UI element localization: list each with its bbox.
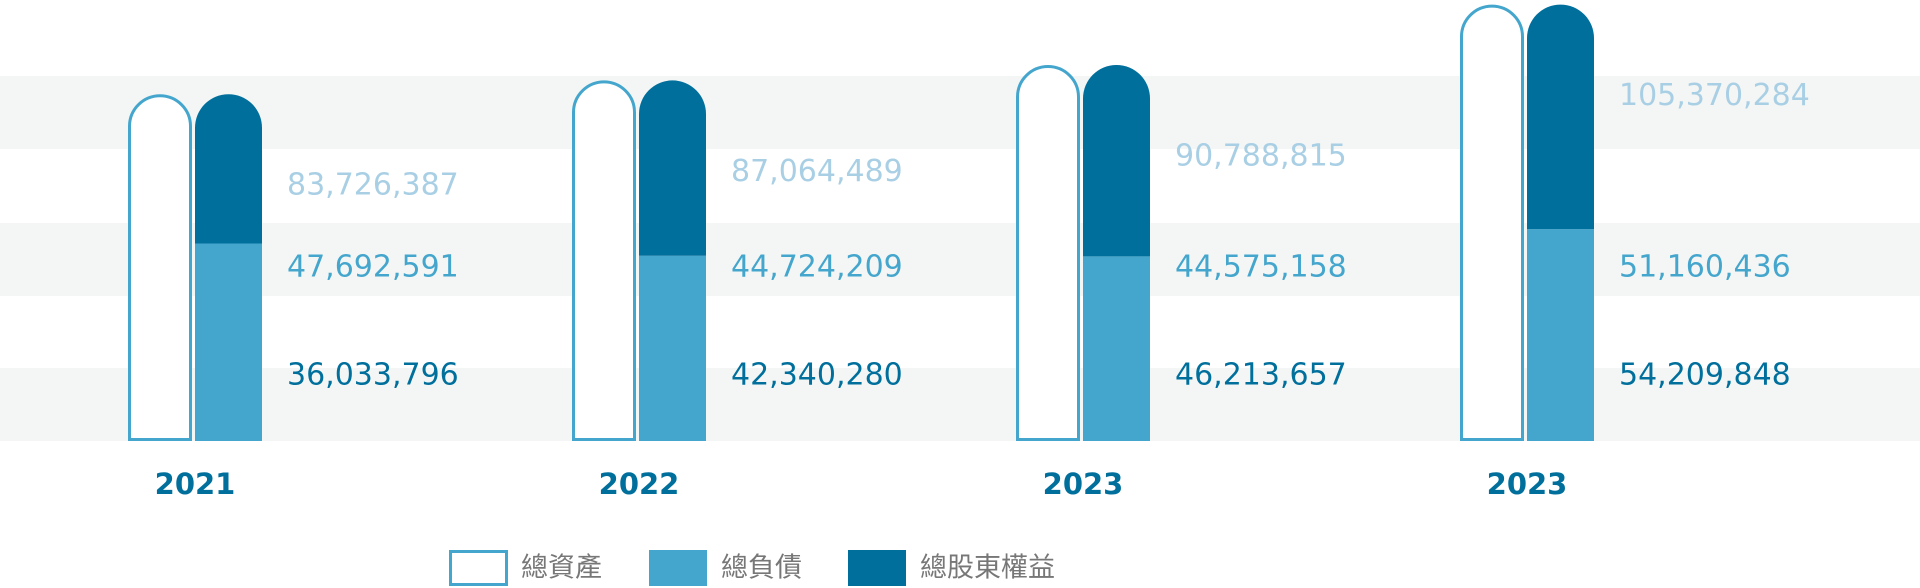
value-label: 90,788,815 [1175,138,1347,173]
value-label: 46,213,657 [1175,358,1347,393]
asset-bar [1016,65,1080,441]
liability-bar [195,243,262,441]
value-label: 54,209,848 [1619,358,1791,393]
value-label: 51,160,436 [1619,250,1791,285]
value-label: 105,370,284 [1619,78,1810,113]
liability-bar [1083,256,1150,441]
value-label: 83,726,387 [287,168,459,203]
legend-label: 總資產 [521,553,602,584]
legend-swatch [649,550,707,586]
equity-bar [195,94,262,244]
asset-bar [1460,4,1524,441]
x-tick-label: 2022 [599,467,680,501]
value-label: 36,033,796 [287,358,459,393]
x-tick-label: 2021 [155,467,236,501]
value-label: 47,692,591 [287,250,459,285]
x-tick-label: 2023 [1043,467,1124,501]
legend-label: 總股東權益 [920,553,1055,584]
legend-swatch [449,550,508,586]
background-bands [0,76,1920,441]
legend-swatch [848,550,906,586]
equity-bar [1527,4,1594,230]
equity-bar [639,80,706,256]
x-tick-label: 2023 [1487,467,1568,501]
band [0,223,1920,296]
asset-bar [128,94,192,441]
asset-bar [572,80,636,441]
band [0,76,1920,149]
equity-bar [1083,64,1150,257]
value-label: 42,340,280 [731,358,903,393]
liability-bar [639,255,706,441]
value-label: 44,575,158 [1175,250,1347,285]
liability-bar [1527,229,1594,441]
band [0,368,1920,441]
value-label: 87,064,489 [731,154,903,189]
value-label: 44,724,209 [731,250,903,285]
legend-label: 總負債 [721,553,802,584]
